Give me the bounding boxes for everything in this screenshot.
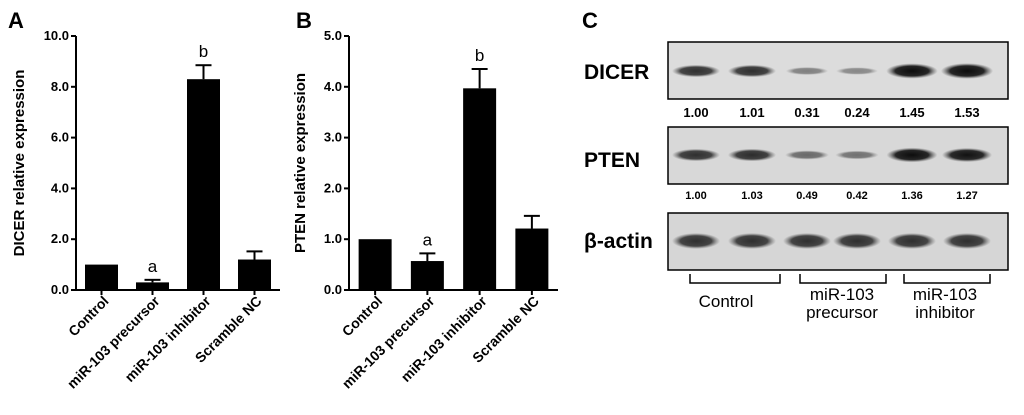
blot-band <box>836 67 878 75</box>
blot-label-pten: PTEN <box>584 149 640 172</box>
blot-band <box>672 64 720 78</box>
blot-label-beta-actin: β-actin <box>584 230 653 253</box>
blot-band <box>727 64 777 78</box>
category-label: Control <box>65 293 112 340</box>
bar <box>136 282 169 290</box>
significance-letter: b <box>475 46 484 65</box>
group-label-inhibitor-line2: inhibitor <box>915 303 975 322</box>
y-tick-label: 4.0 <box>324 79 342 94</box>
significance-letter: a <box>148 257 158 276</box>
blot-band <box>783 233 831 249</box>
category-label: miR-103 inhibitor <box>121 292 214 385</box>
panel-a-letter: A <box>8 8 24 33</box>
dicer-quant-2: 1.01 <box>739 105 764 120</box>
category-label: Control <box>339 293 386 340</box>
blot-band <box>886 63 938 79</box>
y-tick-label: 3.0 <box>324 130 342 145</box>
group-label-precursor-line2: precursor <box>806 303 878 322</box>
y-tick-label: 8.0 <box>51 79 69 94</box>
pten-quant-2: 1.03 <box>741 190 762 202</box>
y-tick-label: 2.0 <box>51 231 69 246</box>
y-tick-label: 1.0 <box>324 231 342 246</box>
western-blot: DICER PTEN β-actin 1.00 1.01 0.31 0.24 1… <box>584 41 1009 322</box>
bracket-precursor <box>799 274 887 284</box>
y-tick-label: 6.0 <box>51 130 69 145</box>
category-label: miR-103 precursor <box>339 292 438 391</box>
chart-a-ylabel: DICER relative expression <box>11 70 28 257</box>
blot-label-dicer: DICER <box>584 61 649 84</box>
blot-band <box>940 63 994 79</box>
pten-quant-3: 0.49 <box>796 190 817 202</box>
bar <box>410 261 444 290</box>
dicer-quant-6: 1.53 <box>954 105 979 120</box>
chart-b-ylabel: PTEN relative expression <box>292 73 309 253</box>
blot-band <box>833 233 881 249</box>
blot-band <box>943 233 991 249</box>
category-label: miR-103 precursor <box>64 292 163 391</box>
chart-a: 0.0 2.0 4.0 6.0 8.0 10.0 Control a miR-103 precu… <box>44 28 280 392</box>
y-tick-label: 0.0 <box>324 282 342 297</box>
blot-band <box>785 67 829 75</box>
significance-letter: b <box>199 42 208 61</box>
panel-b-letter: B <box>296 8 312 33</box>
blot-band <box>785 150 829 160</box>
blot-band <box>728 233 776 249</box>
group-label-control: Control <box>699 292 754 311</box>
blot-band <box>941 147 993 163</box>
panel-c-letter: C <box>582 8 598 33</box>
blot-band <box>672 233 720 249</box>
bar <box>358 239 392 290</box>
bracket-control <box>689 274 781 284</box>
pten-quant-1: 1.00 <box>685 190 706 202</box>
bar <box>85 264 118 290</box>
blot-band <box>888 233 936 249</box>
dicer-quant-4: 0.24 <box>844 105 870 120</box>
bar <box>463 88 497 290</box>
chart-b: 0.0 1.0 2.0 3.0 4.0 5.0 Control a miR-103 precur… <box>324 28 558 392</box>
pten-quant-6: 1.27 <box>956 190 977 202</box>
significance-letter: a <box>423 230 433 249</box>
bar <box>238 259 271 290</box>
dicer-quant-5: 1.45 <box>899 105 924 120</box>
bar <box>187 79 220 291</box>
pten-quant-4: 0.42 <box>846 190 867 202</box>
group-label-inhibitor-line1: miR-103 <box>913 285 977 304</box>
bar <box>515 228 549 290</box>
y-tick-label: 10.0 <box>44 28 69 43</box>
dicer-quant-1: 1.00 <box>683 105 708 120</box>
group-label-precursor-line1: miR-103 <box>810 285 874 304</box>
blot-band <box>672 148 720 162</box>
blot-band <box>727 148 777 162</box>
blot-band <box>835 150 879 160</box>
y-tick-label: 0.0 <box>51 282 69 297</box>
y-tick-label: 2.0 <box>324 180 342 195</box>
bracket-inhibitor <box>903 274 991 284</box>
dicer-quant-3: 0.31 <box>794 105 819 120</box>
y-tick-label: 5.0 <box>324 28 342 43</box>
blot-band <box>886 147 938 163</box>
y-tick-label: 4.0 <box>51 180 69 195</box>
pten-quant-5: 1.36 <box>901 190 922 202</box>
